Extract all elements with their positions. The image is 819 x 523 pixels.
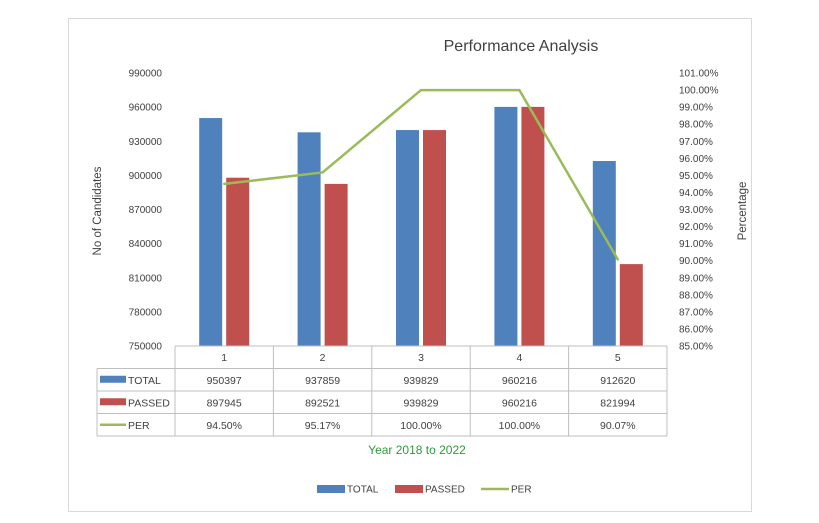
y-tick-label: 780000	[129, 307, 163, 318]
category-label: 3	[418, 352, 424, 364]
point-per-5	[616, 258, 619, 261]
bar-passed-3	[423, 130, 446, 346]
y-tick-label: 840000	[129, 239, 163, 250]
chart-title: Performance Analysis	[444, 38, 599, 55]
y-tick-label: 900000	[129, 171, 163, 182]
bar-total-5	[592, 161, 616, 346]
legend-label: PER	[511, 485, 532, 496]
point-per-1	[223, 182, 226, 186]
y2-tick-label: 101.00%	[679, 69, 719, 80]
data-label-per: 100.00%	[400, 420, 441, 432]
legend-label: TOTAL	[347, 485, 379, 496]
table-series-name: TOTAL	[128, 375, 161, 387]
data-label-per: 90.07%	[600, 420, 636, 432]
bar-passed-2	[324, 183, 348, 346]
data-table: 1 2 3 4 5 TOTAL 950397 937859 939829 960216 912620…	[96, 345, 668, 437]
data-label-passed: 821994	[600, 397, 635, 409]
point-per-2	[321, 171, 324, 174]
data-label-passed: 892521	[305, 397, 340, 409]
y-tick-label: 990000	[129, 69, 163, 80]
y-axis-title: No of Candidates	[92, 166, 104, 255]
line-per	[224, 88, 619, 261]
data-label-total: 950397	[207, 375, 242, 387]
y-tick-label: 930000	[129, 137, 163, 148]
y2-tick-label: 89.00%	[679, 273, 713, 284]
y2-tick-label: 88.00%	[679, 290, 713, 301]
data-label-total: 912620	[600, 375, 635, 387]
y2-axis-ticks: 101.00% 100.00% 99.00% 98.00% 97.00% 96.00% 95…	[679, 69, 719, 353]
table-series-name: PER	[128, 420, 150, 432]
table-key-passed	[100, 398, 126, 406]
per-line	[223, 88, 619, 261]
y-tick-label: 870000	[129, 205, 163, 216]
y2-tick-label: 93.00%	[679, 205, 713, 216]
y2-tick-label: 95.00%	[679, 171, 713, 182]
category-label: 1	[221, 352, 227, 364]
y-tick-label: 810000	[129, 273, 163, 284]
bars	[199, 106, 643, 346]
y2-tick-label: 85.00%	[679, 342, 713, 353]
category-label: 5	[615, 352, 621, 364]
y2-tick-label: 91.00%	[679, 239, 713, 250]
bar-total-2	[297, 132, 321, 346]
y2-tick-label: 97.00%	[679, 137, 713, 148]
bar-passed-1	[226, 177, 250, 346]
legend-label: PASSED	[425, 485, 465, 496]
point-per-3	[419, 88, 423, 92]
y2-tick-label: 86.00%	[679, 324, 713, 335]
y2-axis-title: Percentage	[737, 182, 749, 241]
data-label-passed: 939829	[403, 397, 438, 409]
table-key-total	[100, 375, 126, 383]
data-label-passed: 960216	[502, 397, 537, 409]
bar-passed-5	[619, 264, 643, 346]
y2-tick-label: 96.00%	[679, 154, 713, 165]
y2-tick-label: 87.00%	[679, 307, 713, 318]
performance-chart: Performance Analysis No of Candidates Pe…	[92, 38, 749, 496]
legend-key-passed	[395, 485, 423, 493]
data-label-total: 939829	[403, 375, 438, 387]
data-label-passed: 897945	[207, 397, 242, 409]
y2-tick-label: 98.00%	[679, 120, 713, 131]
data-label-per: 94.50%	[206, 420, 242, 432]
y2-tick-label: 99.00%	[679, 103, 713, 114]
data-label-per: 100.00%	[499, 420, 540, 432]
y2-tick-label: 94.00%	[679, 188, 713, 199]
data-label-per: 95.17%	[305, 420, 341, 432]
y-tick-label: 960000	[129, 103, 163, 114]
x-axis-title: Year 2018 to 2022	[368, 443, 466, 457]
y2-tick-label: 92.00%	[679, 222, 713, 233]
bar-passed-4	[521, 106, 545, 346]
bar-total-4	[494, 106, 518, 346]
y-axis-ticks: 990000 960000 930000 900000 870000 840000 8100…	[129, 69, 163, 353]
y2-tick-label: 90.00%	[679, 256, 713, 267]
point-per-4	[518, 88, 521, 92]
data-label-total: 937859	[305, 375, 340, 387]
chart-frame: Performance Analysis No of Candidates Pe…	[68, 18, 752, 512]
y-tick-label: 750000	[129, 342, 163, 353]
table-series-name: PASSED	[128, 397, 170, 409]
data-label-total: 960216	[502, 375, 537, 387]
bar-total-1	[199, 118, 223, 346]
category-label: 4	[516, 352, 522, 364]
legend-key-total	[317, 485, 345, 493]
y2-tick-label: 100.00%	[679, 86, 719, 97]
bar-total-3	[396, 130, 419, 346]
legend: TOTAL PASSED PER	[317, 485, 532, 496]
category-label: 2	[320, 352, 326, 364]
